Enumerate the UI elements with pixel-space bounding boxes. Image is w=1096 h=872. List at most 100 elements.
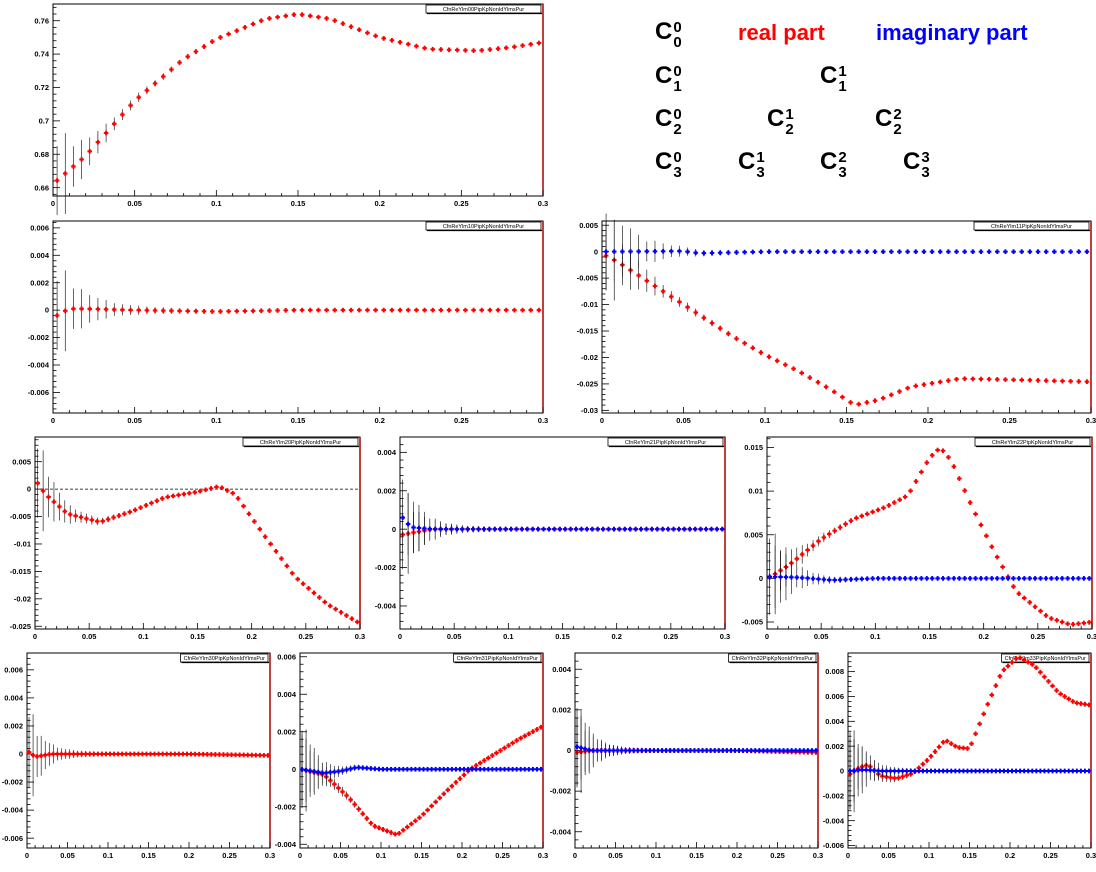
data-point (454, 47, 460, 53)
data-point (1062, 768, 1067, 774)
data-point (340, 21, 346, 26)
data-point (372, 823, 378, 829)
data-point (311, 747, 317, 795)
data-point (1052, 249, 1057, 254)
y-tick-label: 0.002 (30, 278, 49, 287)
data-point (430, 46, 436, 52)
data-point (414, 43, 419, 49)
data-point (1027, 576, 1033, 581)
data-point (1001, 768, 1007, 774)
data-point (311, 590, 317, 596)
data-point (89, 515, 95, 525)
data-point (316, 307, 321, 313)
data-point (105, 516, 111, 523)
data-point (989, 768, 995, 774)
data-point (372, 766, 378, 772)
data-point (675, 748, 681, 753)
data-point (265, 753, 271, 758)
data-point (518, 766, 524, 772)
data-point (512, 307, 517, 313)
data-point (503, 526, 508, 532)
data-point (724, 748, 730, 753)
chart-title: CfnReYlm21PipKpNonIdYlmsPur (625, 440, 706, 446)
data-point (75, 750, 80, 758)
data-point (498, 766, 503, 772)
data-point (397, 307, 403, 313)
data-point (317, 595, 322, 600)
data-point (510, 766, 515, 772)
x-tick-label: 0.25 (1031, 632, 1046, 641)
data-point (409, 766, 414, 772)
data-point (446, 307, 452, 313)
y-tick-label: -0.004 (275, 840, 297, 849)
data-point (940, 739, 946, 745)
data-point (815, 379, 821, 385)
data-point (954, 249, 959, 254)
data-point (603, 742, 608, 759)
data-point (234, 308, 240, 314)
x-tick-label: 0.2 (978, 632, 988, 641)
data-point (123, 751, 129, 757)
data-point (864, 511, 870, 517)
data-point (192, 751, 198, 757)
data-point (924, 576, 930, 581)
data-point (716, 748, 722, 753)
series-imaginary (603, 213, 1090, 290)
data-point (94, 517, 100, 526)
data-point (234, 28, 240, 34)
plot-frame (847, 652, 1092, 849)
y-tick-label: 0.74 (34, 50, 49, 59)
data-point (936, 744, 942, 750)
data-point (360, 765, 366, 771)
data-point (405, 307, 411, 313)
data-point (794, 567, 800, 588)
data-point (530, 766, 536, 772)
data-point (783, 554, 789, 601)
data-point (854, 515, 859, 521)
x-tick-label: 0.15 (291, 199, 306, 208)
data-point (352, 801, 357, 808)
data-point (429, 766, 434, 772)
data-point (789, 748, 794, 753)
data-point (985, 768, 991, 774)
data-point (400, 479, 406, 556)
data-point (176, 751, 182, 757)
data-point (413, 766, 418, 772)
data-point (152, 80, 158, 87)
chart-title: CfnReYlm22PipKpNonIdYlmsPur (992, 440, 1073, 446)
data-point (880, 395, 886, 401)
data-point (416, 504, 422, 552)
data-point (766, 249, 772, 255)
x-tick-label: 0.1 (211, 199, 221, 208)
data-point (132, 507, 138, 513)
data-point (396, 830, 402, 836)
data-point (463, 48, 468, 53)
data-point (752, 748, 758, 753)
data-point (864, 576, 870, 582)
data-point (152, 307, 158, 314)
x-tick-label: 0.1 (138, 632, 148, 641)
data-point (742, 340, 747, 346)
data-point (937, 379, 943, 385)
data-point (422, 511, 427, 546)
data-point (136, 92, 142, 102)
data-point (997, 768, 1003, 774)
data-point (169, 307, 174, 314)
data-point (701, 314, 707, 321)
data-point (486, 755, 491, 761)
data-point (944, 738, 950, 744)
data-point (1011, 584, 1016, 589)
data-point (46, 743, 52, 766)
data-point (962, 488, 968, 493)
x-tick-label: 0.3 (355, 632, 365, 641)
data-point (315, 755, 321, 789)
data-point (432, 518, 438, 540)
data-point (209, 309, 215, 314)
data-point (340, 766, 345, 775)
chart-title: CfnReYlm33PipKpNonIdYlmsPur (1005, 656, 1086, 662)
data-point (671, 526, 676, 532)
data-point (859, 746, 865, 794)
data-point (111, 117, 117, 131)
data-point (1043, 378, 1049, 383)
data-point (872, 249, 878, 254)
